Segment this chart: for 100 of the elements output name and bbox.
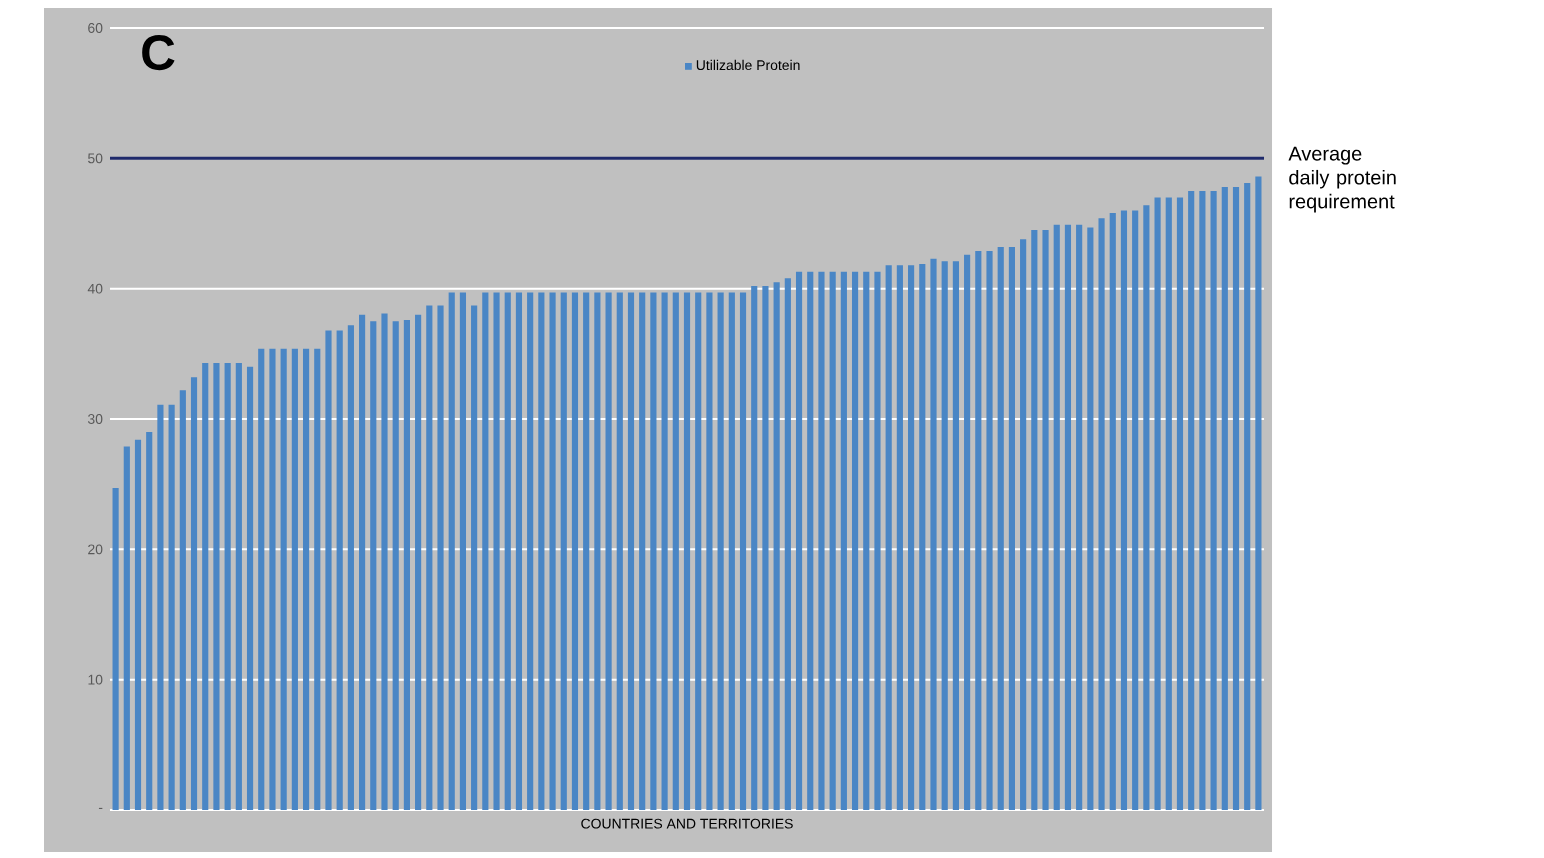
- bar: [134, 439, 142, 810]
- bar: [975, 250, 982, 810]
- bar: [683, 292, 691, 810]
- bar: [986, 250, 993, 810]
- bar: [112, 488, 119, 810]
- bar: [1232, 187, 1240, 810]
- bar: [874, 271, 881, 810]
- bar: [415, 314, 422, 810]
- bar: [1165, 197, 1172, 810]
- bar: [706, 292, 713, 810]
- bar: [1087, 227, 1094, 810]
- bar: [997, 246, 1004, 810]
- bar: [190, 377, 198, 810]
- bar: [1221, 187, 1228, 810]
- ref-line-label: Average daily protein requirement: [1288, 146, 1396, 213]
- bar: [964, 254, 971, 810]
- bar: [695, 292, 702, 810]
- bar: [807, 271, 814, 810]
- bar: [930, 258, 937, 810]
- bar: [235, 362, 242, 810]
- bar: [146, 432, 153, 810]
- bar: [1008, 246, 1015, 810]
- bar: [403, 319, 410, 810]
- bar: [527, 292, 534, 810]
- bar: [325, 330, 332, 810]
- bar: [359, 314, 366, 810]
- bar: [202, 362, 209, 810]
- bar: [504, 292, 511, 810]
- bar: [762, 286, 769, 810]
- bar: [661, 292, 668, 810]
- bar: [560, 292, 567, 810]
- bar: [302, 348, 310, 810]
- bar: [157, 404, 164, 810]
- bar: [1098, 218, 1105, 810]
- bar: [493, 292, 500, 810]
- bar: [123, 446, 130, 810]
- bar: [885, 265, 892, 810]
- bar: [280, 348, 287, 810]
- bar: [840, 271, 847, 810]
- bar: [605, 292, 612, 810]
- bar: [448, 292, 455, 810]
- bar: [650, 292, 657, 810]
- bar: [291, 348, 298, 810]
- bar: [1042, 230, 1049, 810]
- bar: [773, 282, 780, 810]
- bar: [336, 330, 343, 810]
- bar: [370, 321, 377, 810]
- bar: [392, 321, 399, 810]
- bar: [616, 292, 623, 810]
- bar: [1031, 230, 1038, 810]
- bar: [1064, 224, 1072, 810]
- bar: [818, 271, 825, 810]
- bar: [538, 292, 545, 810]
- bar: [784, 278, 791, 810]
- bar: [549, 292, 556, 810]
- bar: [437, 305, 444, 810]
- bar: [471, 305, 478, 810]
- bar: [728, 292, 735, 810]
- bar: [863, 271, 870, 810]
- bar: [795, 271, 803, 810]
- bar: [269, 348, 276, 810]
- bar: [381, 313, 388, 810]
- bar: [1109, 213, 1116, 810]
- bar: [1053, 224, 1060, 810]
- bar: [1188, 190, 1195, 810]
- bar: [1255, 176, 1262, 810]
- bar: [941, 261, 948, 810]
- bar: [829, 271, 836, 810]
- bar: [919, 263, 926, 810]
- bar: [179, 390, 186, 810]
- bar: [1210, 190, 1217, 810]
- bar: [1132, 210, 1139, 810]
- bar: [1244, 183, 1251, 810]
- bar: [258, 348, 265, 810]
- bar: [246, 366, 254, 810]
- bar: [459, 292, 467, 810]
- bar: [627, 292, 635, 810]
- bar: [482, 292, 489, 810]
- bar: [908, 265, 915, 810]
- bar: [168, 404, 175, 810]
- bar: [1076, 224, 1083, 810]
- bar: [224, 362, 231, 810]
- chart-title: C: [142, 35, 175, 71]
- bar: [1143, 205, 1150, 810]
- bar: [1176, 197, 1184, 810]
- bar: [851, 271, 859, 810]
- bar: [1020, 239, 1027, 810]
- bar: [426, 305, 433, 810]
- bar: [594, 292, 601, 810]
- bar: [314, 348, 321, 810]
- bar: [717, 292, 724, 810]
- bar: [952, 261, 959, 810]
- bar: [1120, 210, 1128, 810]
- bar: [751, 286, 758, 810]
- bar: [515, 292, 523, 810]
- bar: [1154, 197, 1161, 810]
- bar: [571, 292, 579, 810]
- bar: [347, 325, 354, 810]
- bar: [896, 265, 903, 810]
- bar: [583, 292, 590, 810]
